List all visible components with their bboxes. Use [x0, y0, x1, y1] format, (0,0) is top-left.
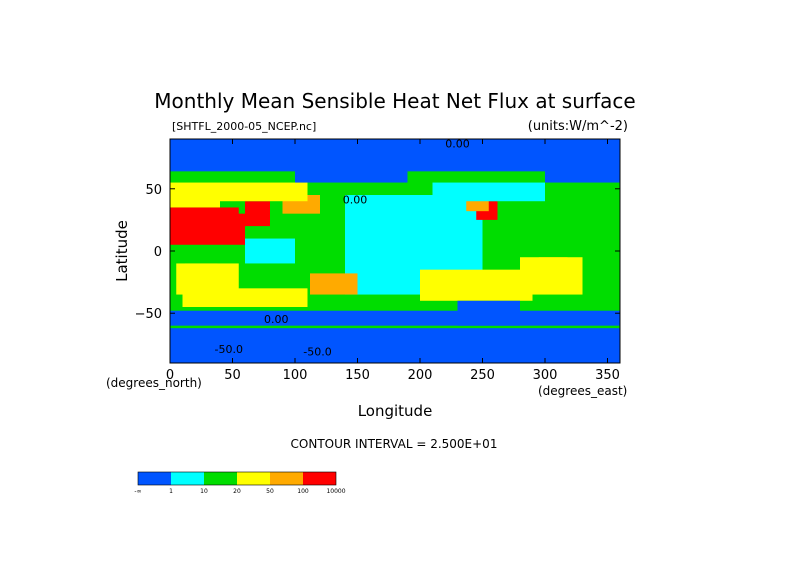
heat-region [170, 182, 220, 208]
colorbar-swatch [204, 472, 237, 485]
heat-region [545, 201, 608, 239]
file-name-label: [SHTFL_2000-05_NCEP.nc] [172, 120, 316, 133]
colorbar-label: 10 [200, 488, 208, 495]
colorbar: -∞ 1 10 20 50 100 10000 [134, 471, 346, 495]
colorbar-label: 20 [233, 488, 241, 495]
colorbar-label: 10000 [326, 488, 345, 495]
x-axis-label: Longitude [358, 402, 433, 420]
heat-region [170, 213, 245, 245]
colorbar-swatch [303, 472, 336, 485]
contour-interval-text: CONTOUR INTERVAL = 2.500E+01 [291, 437, 498, 451]
colorbar-swatch [171, 472, 204, 485]
heat-region [310, 273, 358, 295]
x-tick-label: 150 [345, 368, 370, 383]
contour-label: 0.00 [264, 313, 289, 326]
heat-region [245, 238, 295, 264]
heat-region [170, 328, 620, 363]
x-tick-label: 50 [224, 368, 241, 383]
colorbar-label: 1 [169, 488, 173, 495]
colorbar-swatch [138, 472, 171, 485]
x-tick-label: 350 [595, 368, 620, 383]
x-axis-ticks: 0 50 100 150 200 250 300 350 [166, 139, 620, 383]
heat-region [182, 288, 308, 307]
y-tick-label: 50 [145, 183, 162, 198]
heat-region [457, 300, 520, 326]
y-axis-ticks: 50 0 −50 [135, 183, 620, 322]
units-label: (units:W/m^-2) [528, 119, 628, 134]
contour-label: -50.0 [215, 343, 243, 356]
x-tick-label: 250 [470, 368, 495, 383]
x-tick-label: 200 [408, 368, 433, 383]
x-tick-label: 100 [283, 368, 308, 383]
contour-label: 0.00 [445, 138, 470, 151]
heat-region [420, 269, 533, 301]
heat-region [245, 201, 270, 227]
heat-region [170, 310, 620, 326]
heat-region [357, 219, 458, 264]
colorbar-label: 100 [297, 488, 309, 495]
y-axis-label: Latitude [113, 220, 131, 282]
y-tick-label: 0 [154, 245, 162, 260]
colorbar-frame [137, 471, 337, 486]
heat-region [432, 182, 545, 202]
heat-region [295, 163, 408, 183]
y-tick-label: −50 [135, 307, 162, 322]
contour-label: -50.0 [303, 346, 331, 359]
contour-labels: -50.0 -50.0 0.00 0.00 0.00 [215, 138, 470, 359]
heat-region [545, 163, 620, 183]
y-unit-label: (degrees_north) [106, 376, 202, 390]
contour-label: 0.00 [343, 194, 368, 207]
colorbar-swatch [270, 472, 303, 485]
heatmap-field [170, 139, 620, 363]
x-tick-label: 0 [166, 368, 174, 383]
x-unit-label: (degrees_east) [538, 384, 627, 398]
x-tick-label: 300 [533, 368, 558, 383]
colorbar-swatch [237, 472, 270, 485]
heat-region [220, 182, 308, 202]
colorbar-label: -∞ [134, 488, 141, 495]
chart-title: Monthly Mean Sensible Heat Net Flux at s… [154, 89, 635, 113]
colorbar-label: 50 [266, 488, 274, 495]
